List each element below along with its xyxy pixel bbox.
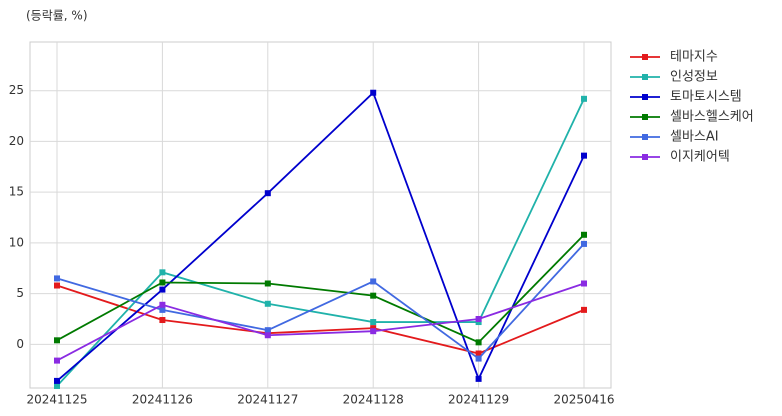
x-tick-label: 20241127: [237, 393, 298, 407]
x-tick-label: 20241126: [132, 393, 193, 407]
point: [475, 375, 482, 382]
point: [264, 190, 271, 197]
legend-marker: [642, 134, 648, 140]
series-line: [56, 91, 585, 382]
point: [581, 240, 587, 247]
point: [54, 275, 60, 282]
legend-marker: [642, 114, 648, 120]
y-tick-label: 20: [9, 134, 24, 148]
point: [581, 280, 587, 287]
x-tick-label: 20241128: [343, 393, 404, 407]
series-line: [56, 282, 585, 362]
point: [159, 269, 166, 276]
x-tick-label: 20241129: [448, 393, 509, 407]
legend-label: 인성정보: [670, 70, 718, 85]
point: [475, 350, 482, 357]
point: [54, 337, 60, 344]
legend-label: 이지케어텍: [670, 150, 730, 165]
legend-marker: [642, 94, 648, 100]
point: [159, 301, 166, 308]
point: [159, 317, 166, 324]
point: [370, 319, 377, 326]
point: [581, 231, 587, 238]
plot-frame: [29, 41, 612, 389]
point: [475, 319, 482, 326]
chart-title: (등락률, %): [26, 9, 88, 23]
x-tick-label: 20250416: [553, 393, 614, 407]
point: [370, 292, 377, 299]
point: [264, 300, 271, 307]
point: [475, 339, 482, 346]
x-tick-label: 20241125: [26, 393, 87, 407]
point: [370, 278, 377, 285]
legend-marker: [642, 154, 648, 160]
series-line: [56, 234, 585, 344]
point: [581, 95, 587, 102]
point: [54, 357, 60, 364]
point: [159, 306, 166, 313]
series-line: [56, 243, 585, 360]
point: [54, 282, 60, 289]
point: [264, 332, 271, 339]
y-tick-label: 15: [9, 185, 24, 199]
point: [54, 382, 60, 389]
legend-marker: [642, 54, 648, 60]
point: [159, 279, 166, 286]
y-tick-label: 25: [9, 83, 24, 97]
point: [54, 377, 60, 384]
y-tick-label: 5: [16, 286, 24, 300]
point: [264, 327, 271, 334]
legend-label: 셀바스헬스케어: [670, 110, 754, 125]
legend-label: 셀바스AI: [670, 130, 719, 145]
legend-marker: [642, 74, 648, 80]
y-tick-label: 0: [16, 337, 24, 351]
point: [264, 280, 271, 287]
legend-label: 테마지수: [670, 50, 718, 65]
point: [370, 328, 377, 335]
point: [370, 89, 377, 96]
point: [159, 286, 166, 293]
point: [475, 316, 482, 323]
point: [370, 325, 377, 332]
point: [475, 355, 482, 362]
y-tick-label: 10: [9, 235, 24, 249]
point: [581, 152, 587, 159]
legend-label: 토마토시스템: [670, 90, 742, 105]
point: [581, 306, 587, 313]
